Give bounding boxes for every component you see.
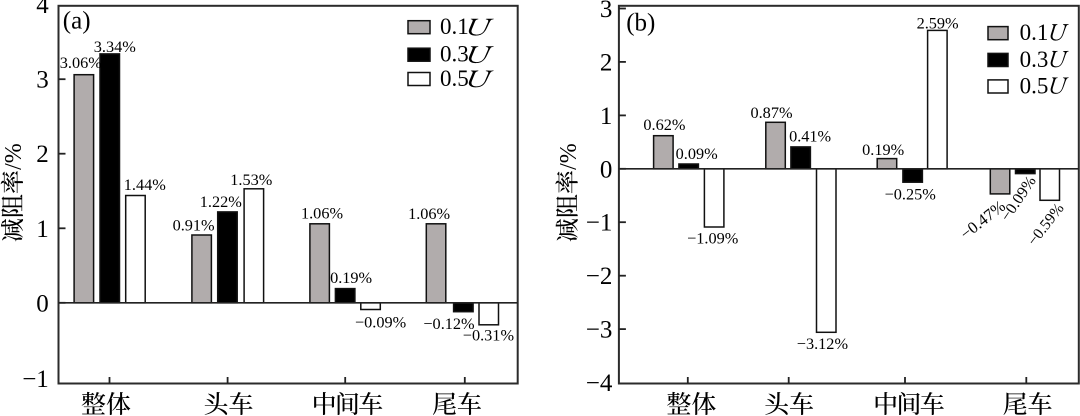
svg-text:3.06%: 3.06% [60, 53, 102, 72]
svg-text:−0.09%: −0.09% [355, 312, 406, 331]
svg-text:−1.09%: −1.09% [687, 229, 738, 248]
svg-text:1.22%: 1.22% [200, 192, 242, 211]
svg-text:1: 1 [36, 216, 49, 243]
svg-text:0.91%: 0.91% [173, 216, 215, 235]
svg-text:3.34%: 3.34% [94, 37, 136, 56]
svg-text:−3: −3 [586, 317, 613, 344]
svg-text:0.87%: 0.87% [750, 103, 792, 122]
svg-text:3: 3 [600, 0, 613, 23]
svg-text:−4: −4 [586, 370, 613, 397]
svg-text:−2: −2 [586, 263, 613, 290]
svg-text:−0.12%: −0.12% [423, 314, 474, 333]
svg-text:0.5: 0.5 [440, 66, 469, 91]
svg-text:1.53%: 1.53% [230, 170, 272, 189]
svg-text:1.06%: 1.06% [408, 204, 450, 223]
svg-text:2: 2 [36, 141, 49, 168]
svg-text:2.59%: 2.59% [917, 13, 959, 32]
svg-text:1.44%: 1.44% [124, 175, 166, 194]
svg-text:3: 3 [36, 67, 49, 94]
svg-text:0.3: 0.3 [1020, 47, 1049, 72]
svg-text:0.62%: 0.62% [643, 115, 685, 134]
svg-text:0: 0 [36, 290, 49, 317]
svg-text:0: 0 [600, 156, 613, 183]
svg-text:0.1: 0.1 [1020, 20, 1049, 45]
svg-text:−1: −1 [22, 366, 49, 393]
svg-text:−0.31%: −0.31% [463, 326, 514, 345]
svg-text:0.09%: 0.09% [676, 144, 718, 163]
svg-text:/%: /% [1, 143, 27, 170]
svg-text:−0.25%: −0.25% [885, 185, 936, 204]
svg-text:0.19%: 0.19% [330, 268, 372, 287]
svg-text:0.19%: 0.19% [862, 140, 904, 159]
svg-text:2: 2 [600, 49, 613, 76]
svg-text:0.3: 0.3 [440, 42, 469, 67]
svg-text:−1: −1 [586, 210, 613, 237]
svg-text:0.5: 0.5 [1020, 73, 1049, 98]
svg-text:(a): (a) [63, 7, 91, 34]
svg-text:1: 1 [600, 103, 613, 130]
svg-text:−3.12%: −3.12% [797, 334, 848, 353]
svg-text:0.41%: 0.41% [789, 126, 831, 145]
svg-text:4: 4 [36, 0, 49, 19]
svg-text:0.1: 0.1 [440, 14, 469, 39]
svg-text:1.06%: 1.06% [301, 204, 343, 223]
svg-text:(b): (b) [626, 10, 655, 37]
svg-text:/%: /% [556, 143, 582, 170]
